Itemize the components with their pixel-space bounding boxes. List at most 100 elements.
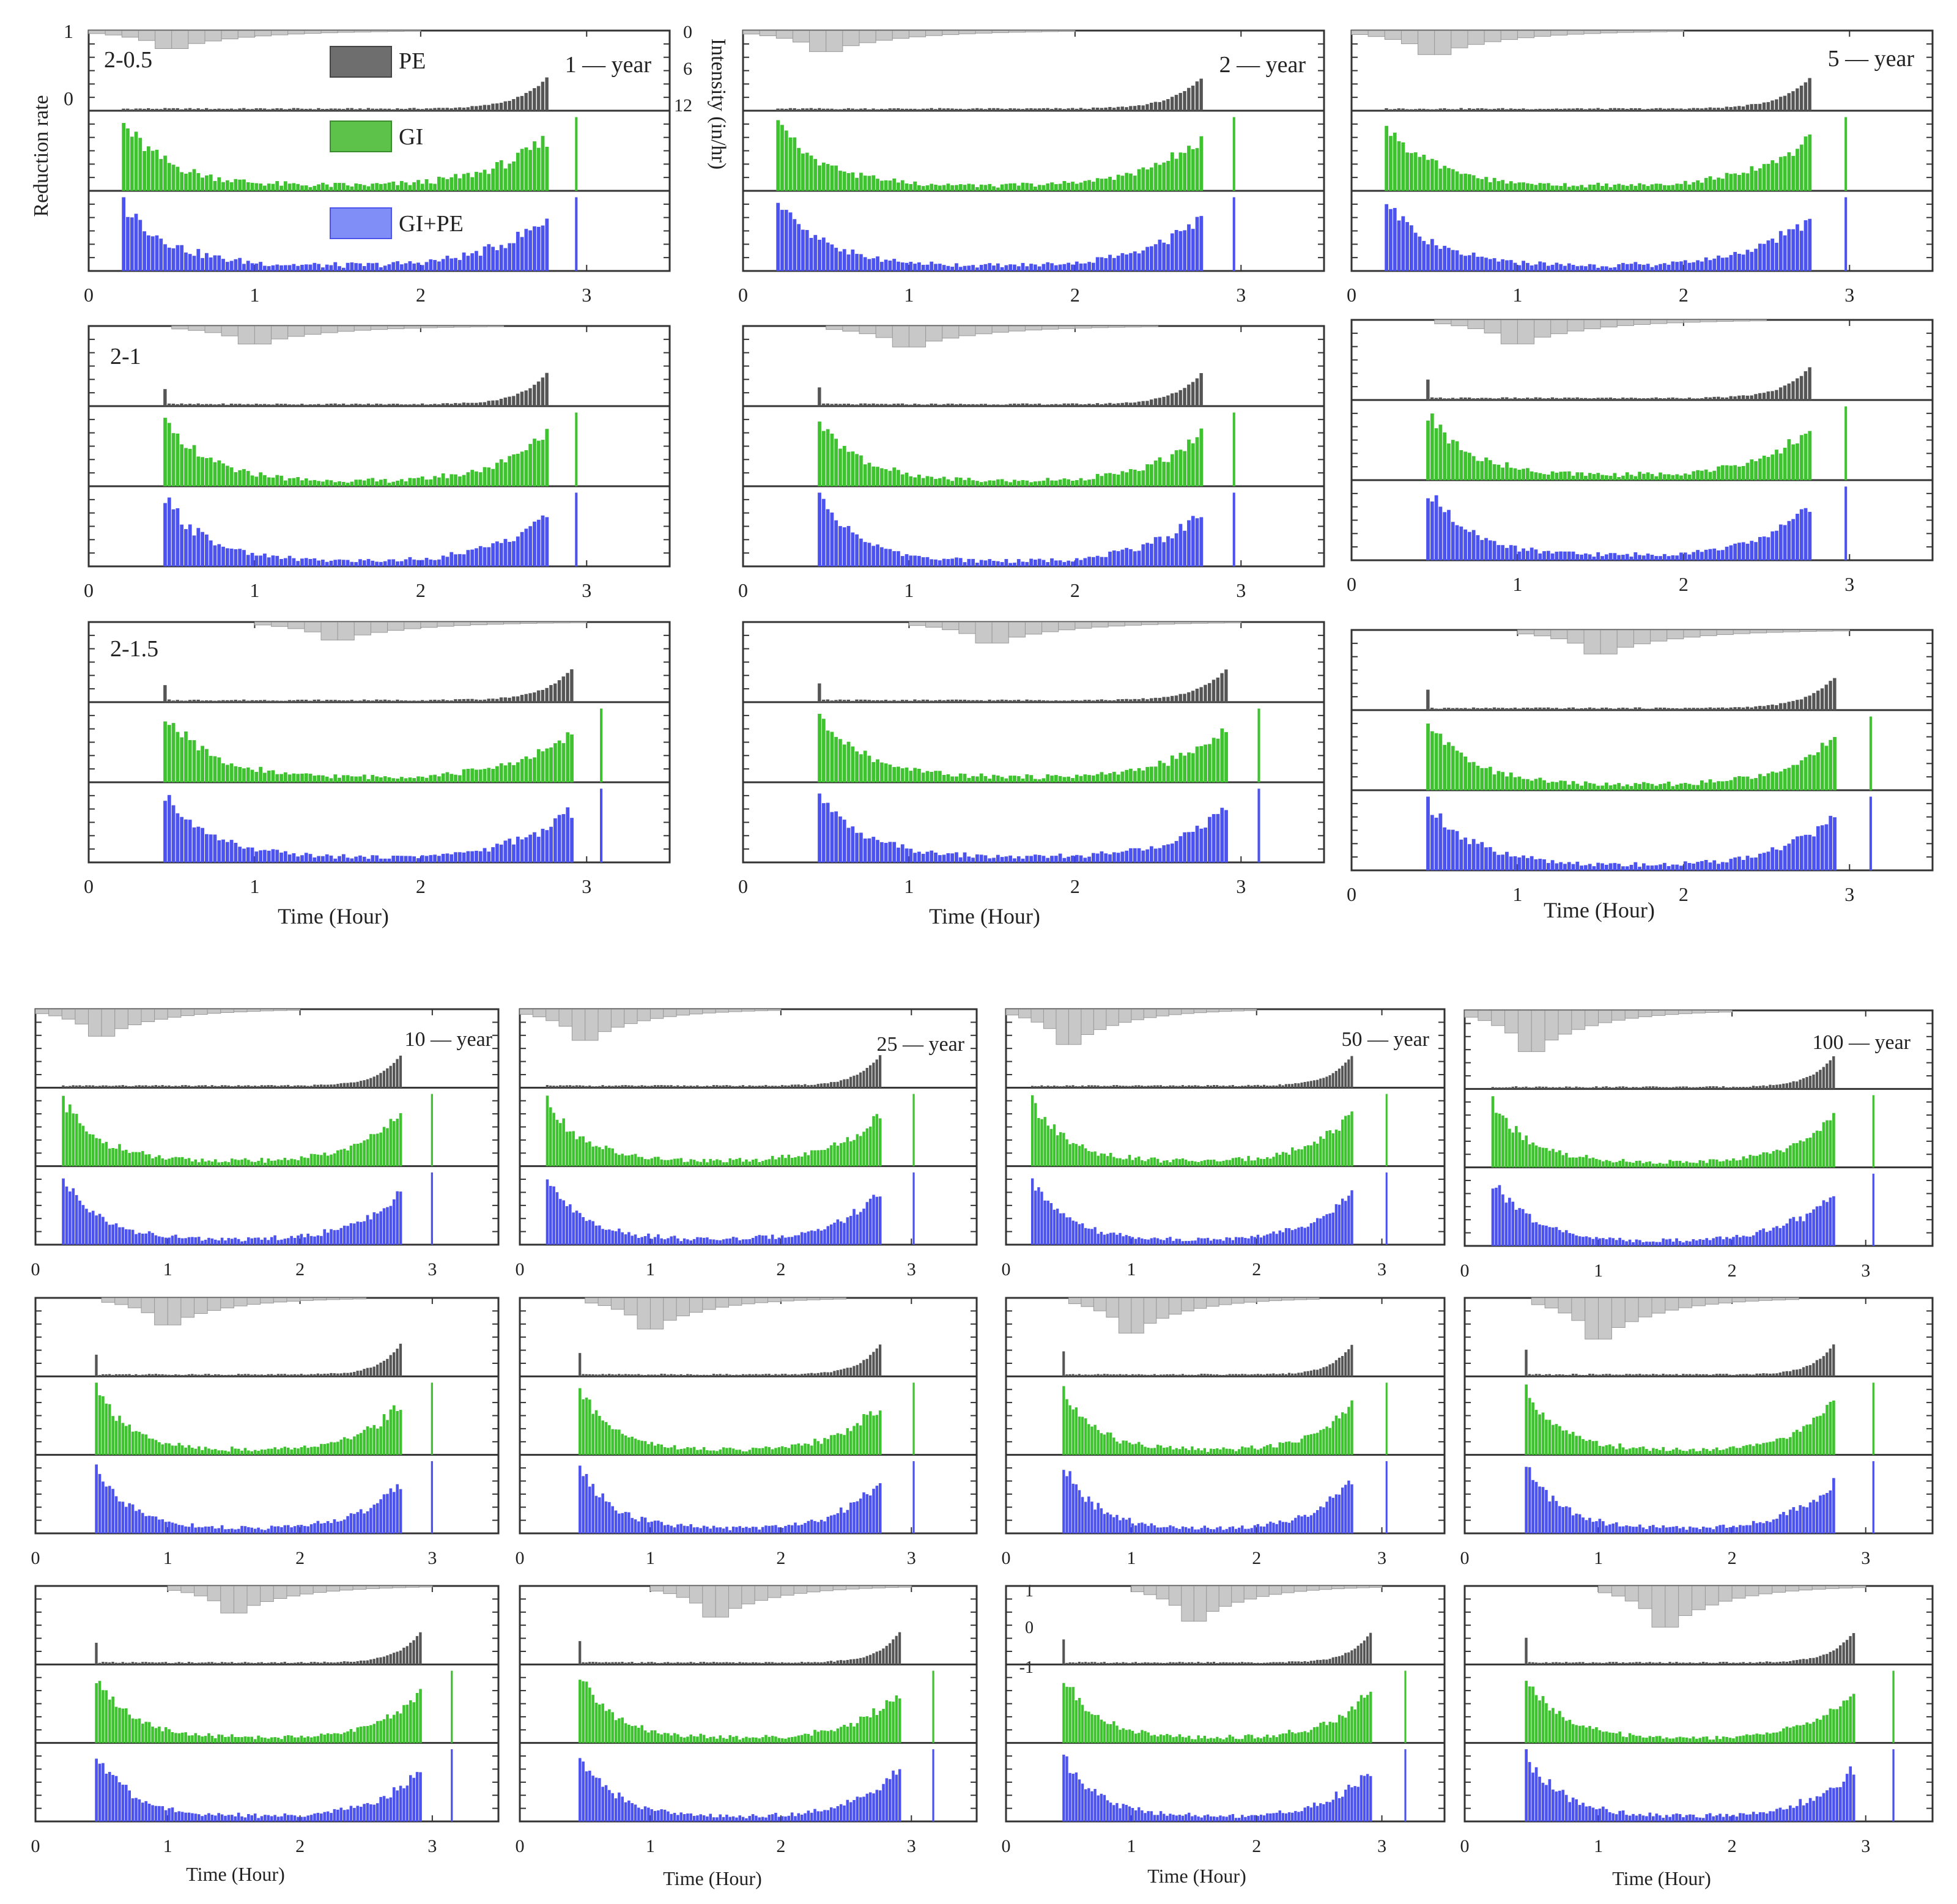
gi-bar (358, 184, 362, 191)
pe-bar (1799, 1080, 1802, 1089)
pe-bar (1518, 1087, 1521, 1089)
rain-bar (300, 1297, 314, 1301)
rain-bar (337, 30, 355, 33)
gi-pe-bar (1816, 826, 1820, 870)
rain-bar (663, 1009, 677, 1017)
gi-pe-bar (1542, 551, 1546, 560)
gi-pe-bar (1133, 848, 1137, 862)
gi-pe-bar (1141, 1238, 1144, 1245)
pe-bar (1016, 404, 1021, 406)
gi-pe-bar (1705, 1238, 1709, 1246)
gi-pe-bar (1608, 863, 1613, 870)
pe-bar (1079, 700, 1083, 702)
pe-bar (859, 403, 863, 406)
pe-bar (1745, 1087, 1748, 1089)
gi-pe-bar (512, 541, 516, 566)
gi-bar (1291, 1147, 1294, 1166)
gi-bar (271, 477, 275, 486)
gi-spike-bar (1232, 412, 1235, 486)
gi-pe-bar (1638, 555, 1641, 560)
rain-bar (676, 1009, 690, 1016)
pe-bar (217, 404, 221, 406)
gi-pe-bar (1679, 865, 1683, 870)
gi-pe-bar (1762, 536, 1766, 560)
pe-bar (1316, 1080, 1319, 1088)
pe-bar (1426, 689, 1430, 710)
pe-bar (358, 700, 362, 702)
pe-bar (1188, 1085, 1191, 1088)
gi-bar (221, 763, 225, 782)
pe-bar (304, 108, 308, 111)
gi-pe-bar (917, 262, 921, 271)
gi-bar (1062, 777, 1067, 782)
gi-pe-bar (457, 260, 462, 271)
pe-bar (1561, 1087, 1564, 1089)
pe-bar (1025, 403, 1029, 406)
rain-bar (387, 621, 405, 631)
pe-bar (346, 108, 350, 111)
pe-bar (1815, 1072, 1819, 1089)
gi-pe-bar (686, 1239, 689, 1245)
pe-bar (1748, 1086, 1752, 1089)
pe-bar (1671, 708, 1674, 710)
pe-bar (224, 1375, 227, 1377)
gi-pe-bar (487, 547, 491, 566)
pe-bar (1741, 106, 1745, 111)
gi-bar (1095, 473, 1100, 486)
pe-bar (1079, 108, 1083, 111)
gi-bar (830, 732, 834, 782)
gi-bar (536, 749, 541, 782)
pe-bar (130, 109, 134, 111)
gi-pe-bar (1166, 844, 1170, 862)
gi-pe-bar (1585, 1236, 1588, 1246)
gi-pe-bar (996, 561, 1000, 566)
gi-pe-bar (1803, 220, 1808, 271)
gi-bar (188, 740, 192, 782)
pe-bar (171, 403, 176, 406)
pe-bar (1592, 108, 1596, 111)
gi-pe-bar (1748, 1236, 1752, 1246)
gi-bar (1755, 1155, 1759, 1168)
pe-bar (1675, 708, 1679, 710)
gi-pe-bar (549, 826, 553, 862)
gi-bar (925, 185, 930, 191)
gi-pe-bar (921, 853, 925, 862)
pe-bar (1659, 707, 1662, 710)
gi-pe-bar (1079, 560, 1083, 566)
gi-bar (1195, 148, 1199, 191)
pe-bar (1054, 108, 1058, 111)
pe-bar (900, 108, 905, 111)
pe-bar (260, 1374, 264, 1377)
gi-pe-bar (1145, 849, 1149, 862)
gi-bar (1090, 1152, 1093, 1166)
gi-pe-bar (1665, 1239, 1668, 1246)
gi-bar (1604, 475, 1608, 480)
pe-bar (1153, 398, 1158, 406)
rain-bar (320, 621, 338, 640)
gi-bar (1802, 1141, 1805, 1168)
pe-bar (264, 1085, 267, 1088)
gi-pe-bar (325, 561, 329, 566)
gi-pe-bar (1745, 1236, 1748, 1246)
pe-bar (855, 699, 859, 702)
gi-pe-bar (396, 856, 399, 862)
pe-bar (1717, 396, 1720, 400)
gi-bar (719, 1160, 722, 1166)
rain-bar (1700, 629, 1717, 636)
gi-bar (350, 776, 354, 782)
gi-pe-bar (1158, 536, 1162, 566)
gi-bar (913, 181, 917, 191)
gi-bar (1438, 168, 1443, 191)
gi-pe-bar (254, 263, 259, 271)
gi-bar (300, 480, 304, 486)
rain-bar (1616, 30, 1634, 33)
gi-bar (466, 769, 470, 782)
rain-bar (1467, 30, 1485, 45)
pe-bar (1805, 1076, 1808, 1089)
gi-pe-bar (259, 555, 262, 566)
pe-bar (1778, 1084, 1782, 1089)
gi-bar (1580, 785, 1583, 790)
gi-pe-bar (457, 852, 462, 862)
gi-bar (1595, 1158, 1598, 1168)
pe-bar (1183, 91, 1186, 111)
